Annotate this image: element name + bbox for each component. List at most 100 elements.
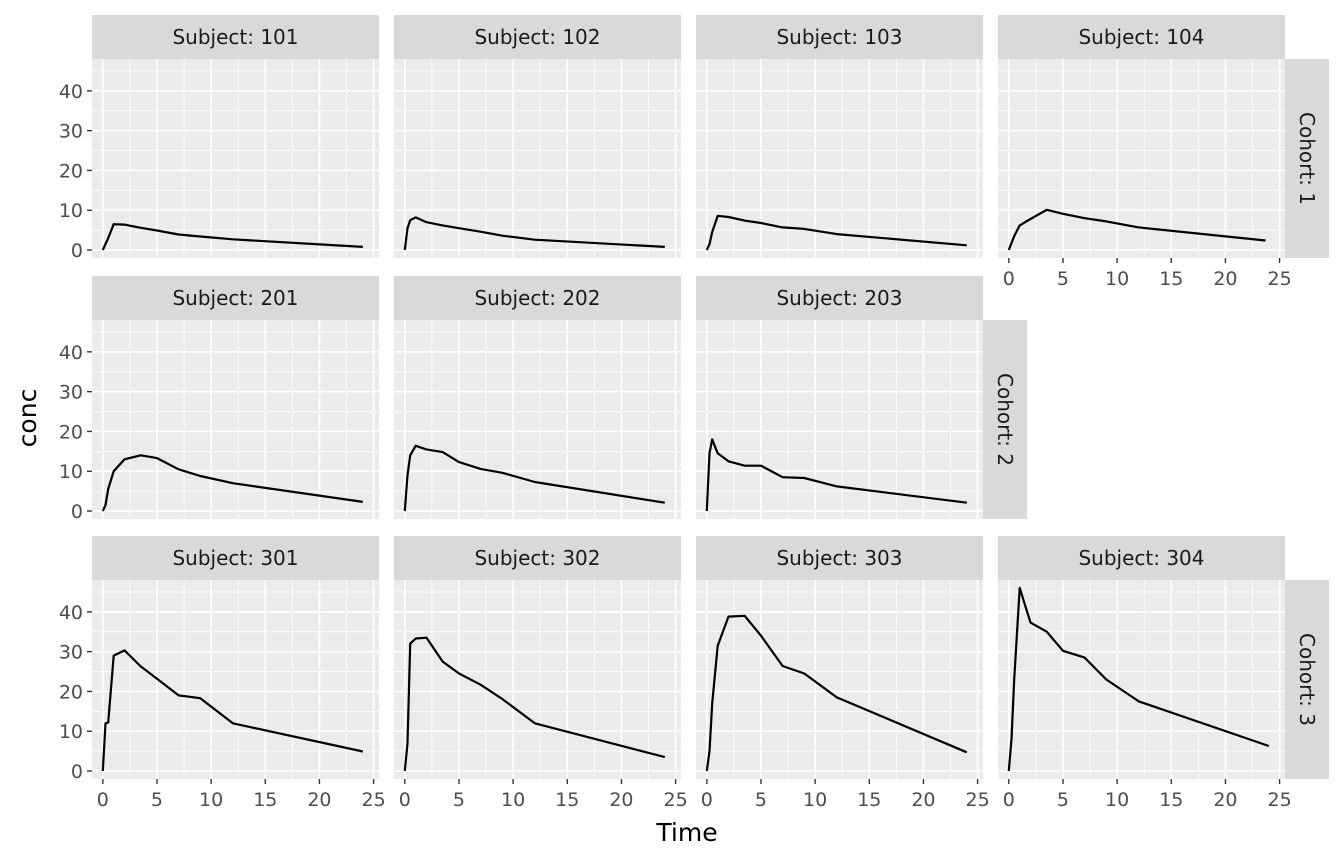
x-tick-label: 10 [1105,789,1129,811]
facet-strip [998,536,1285,580]
panel-background [92,59,379,258]
facet-strip [92,536,379,580]
series-line [101,649,364,772]
facet-strip-label: Subject: 104 [1078,25,1204,49]
x-tick-label: 0 [1003,789,1015,811]
facet-panel: Subject: 303 0 5 10 15 20 25 [696,536,990,811]
facet-panel: Subject: 103 [696,15,983,258]
y-tick-label: 0 [71,240,83,262]
x-tick-label: 5 [755,789,767,811]
x-tick-label: 0 [97,789,109,811]
x-axis-title: Time [655,818,717,847]
facet-panel: Subject: 301 0 10 20 30 40 0 5 10 15 20 25 [59,536,386,811]
x-tick-label: 0 [399,789,411,811]
facet-panel: Subject: 101 0 10 20 30 40 [59,15,379,262]
x-tick-label: 0 [1003,268,1015,290]
x-tick-label: 5 [151,789,163,811]
panel-background [696,320,983,519]
facet-strip [998,15,1285,59]
facet-strip [394,15,681,59]
y-tick-label: 10 [59,200,83,222]
facet-panel: Subject: 202 [394,276,681,519]
x-tick-label: 25 [361,789,385,811]
y-tick-label: 10 [59,461,83,483]
facet-panel: Subject: 102 [394,15,681,258]
facet-panel: Subject: 302 0 5 10 15 20 25 [394,536,688,811]
facet-strip-label: Subject: 304 [1078,546,1204,570]
series-line [403,216,665,251]
row-strip-label: Cohort: 1 [1295,112,1319,205]
y-tick-label: 40 [59,602,83,624]
facet-strip-label: Subject: 101 [172,25,298,49]
x-tick-label: 5 [1057,789,1069,811]
x-tick-label: 10 [1105,268,1129,290]
panel-background [696,580,983,779]
y-tick-label: 20 [59,160,83,182]
row-strip [1285,580,1329,779]
x-tick-label: 20 [911,789,935,811]
facet-strip-label: Subject: 103 [776,25,902,49]
facet-strip-label: Subject: 201 [172,286,298,310]
y-tick-label: 20 [59,681,83,703]
x-tick-label: 10 [803,789,827,811]
y-tick-label: 0 [71,501,83,523]
facet-strip [696,536,983,580]
x-tick-label: 25 [965,789,989,811]
facet-strip [394,536,681,580]
y-tick-label: 10 [59,721,83,743]
series-line [101,223,363,251]
panel-background [696,59,983,258]
facet-strip [696,276,983,320]
row-strip [1285,59,1329,258]
facet-strip-label: Subject: 203 [776,286,902,310]
x-tick-label: 20 [307,789,331,811]
x-tick-label: 15 [555,789,579,811]
facet-strip-label: Subject: 102 [474,25,600,49]
facet-strip-label: Subject: 202 [474,286,600,310]
x-tick-label: 5 [1057,268,1069,290]
y-tick-label: 30 [59,121,83,143]
x-tick-label: 0 [701,789,713,811]
x-tick-label: 5 [453,789,465,811]
y-tick-label: 40 [59,342,83,364]
x-tick-label: 10 [501,789,525,811]
x-tick-label: 25 [1267,789,1291,811]
series-line [403,636,666,772]
y-tick-label: 30 [59,642,83,664]
facet-panels: Subject: 101 0 10 20 30 40 Subject: 102 Subject… [59,15,1329,811]
panel-background [394,580,681,779]
x-tick-label: 15 [1159,268,1183,290]
facet-strip-label: Subject: 301 [172,546,298,570]
facet-strip [92,276,379,320]
facet-strip-label: Subject: 303 [776,546,902,570]
facet-panel: Subject: 104 0 5 10 15 20 25 Cohort: 1 [998,15,1329,290]
row-strip [983,320,1027,519]
facet-strip-label: Subject: 302 [474,546,600,570]
y-axis-title: conc [13,389,42,448]
x-tick-label: 25 [663,789,687,811]
x-tick-label: 10 [199,789,223,811]
x-tick-label: 20 [1213,268,1237,290]
x-tick-label: 20 [1213,789,1237,811]
series-line [1007,586,1270,772]
panel-background [998,59,1285,258]
series-line [1007,208,1266,251]
y-tick-label: 40 [59,81,83,103]
row-strip-label: Cohort: 2 [993,373,1017,466]
x-tick-label: 15 [253,789,277,811]
panel-background [394,320,681,519]
panel-background [394,59,681,258]
y-tick-label: 30 [59,382,83,404]
x-tick-label: 15 [857,789,881,811]
y-tick-label: 0 [71,761,83,783]
panel-background [92,320,379,519]
x-tick-label: 15 [1159,789,1183,811]
facet-strip [92,15,379,59]
series-line [101,454,363,512]
panel-background [92,580,379,779]
facet-strip [696,15,983,59]
series-line [705,614,968,772]
x-tick-label: 25 [1267,268,1291,290]
series-line [705,214,967,251]
facet-panel: Subject: 203 Cohort: 2 [696,276,1027,519]
